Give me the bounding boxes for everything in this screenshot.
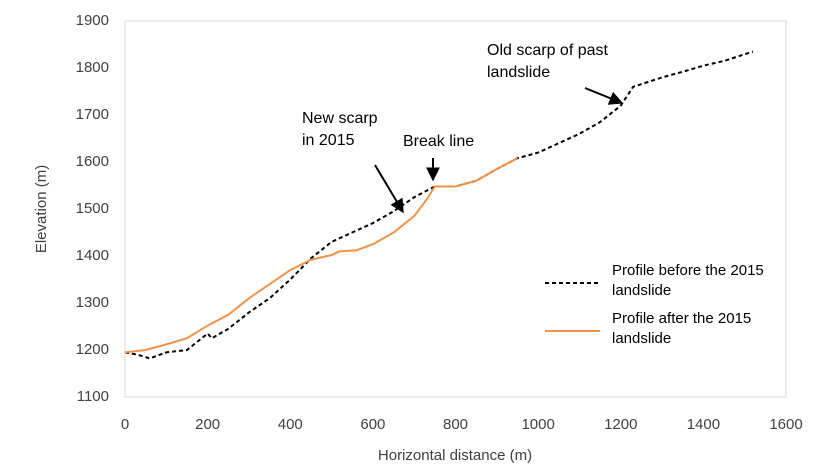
x-axis-label: Horizontal distance (m): [378, 447, 532, 464]
legend-label: Profile after the 2015 landslide: [612, 310, 752, 347]
y-tick-label: 1600: [76, 153, 109, 170]
x-tick-label: 1600: [769, 416, 802, 433]
x-tick-label: 400: [278, 416, 303, 433]
x-tick-label: 1000: [521, 416, 554, 433]
arrow: [584, 87, 624, 105]
x-tick-label: 1400: [687, 416, 720, 433]
y-tick-label: 1800: [76, 59, 109, 76]
annotation: Break line: [403, 133, 475, 150]
data-line: [124, 50, 754, 360]
plot-frame: [124, 20, 787, 398]
x-tick-label: 1200: [604, 416, 637, 433]
x-tick-label: 600: [360, 416, 385, 433]
x-tick-label: 0: [121, 416, 129, 433]
y-tick-label: 1100: [77, 388, 109, 405]
annotation: New scarp in 2015: [302, 110, 378, 149]
y-tick-label: 1400: [76, 247, 109, 264]
x-tick-label: 200: [195, 416, 220, 433]
y-tick-label: 1300: [76, 294, 109, 311]
x-tick-label: 800: [443, 416, 468, 433]
y-tick-label: 1700: [76, 106, 109, 123]
y-tick-label: 1900: [76, 12, 109, 29]
arrow: [374, 164, 404, 214]
annotation: Old scarp of past landslide: [487, 42, 608, 81]
y-tick-label: 1500: [76, 200, 109, 217]
legend-label: Profile before the 2015 landslide: [612, 262, 764, 299]
y-axis-label: Elevation (m): [33, 165, 50, 253]
data-line: [124, 157, 518, 354]
y-tick-label: 1200: [76, 341, 109, 358]
